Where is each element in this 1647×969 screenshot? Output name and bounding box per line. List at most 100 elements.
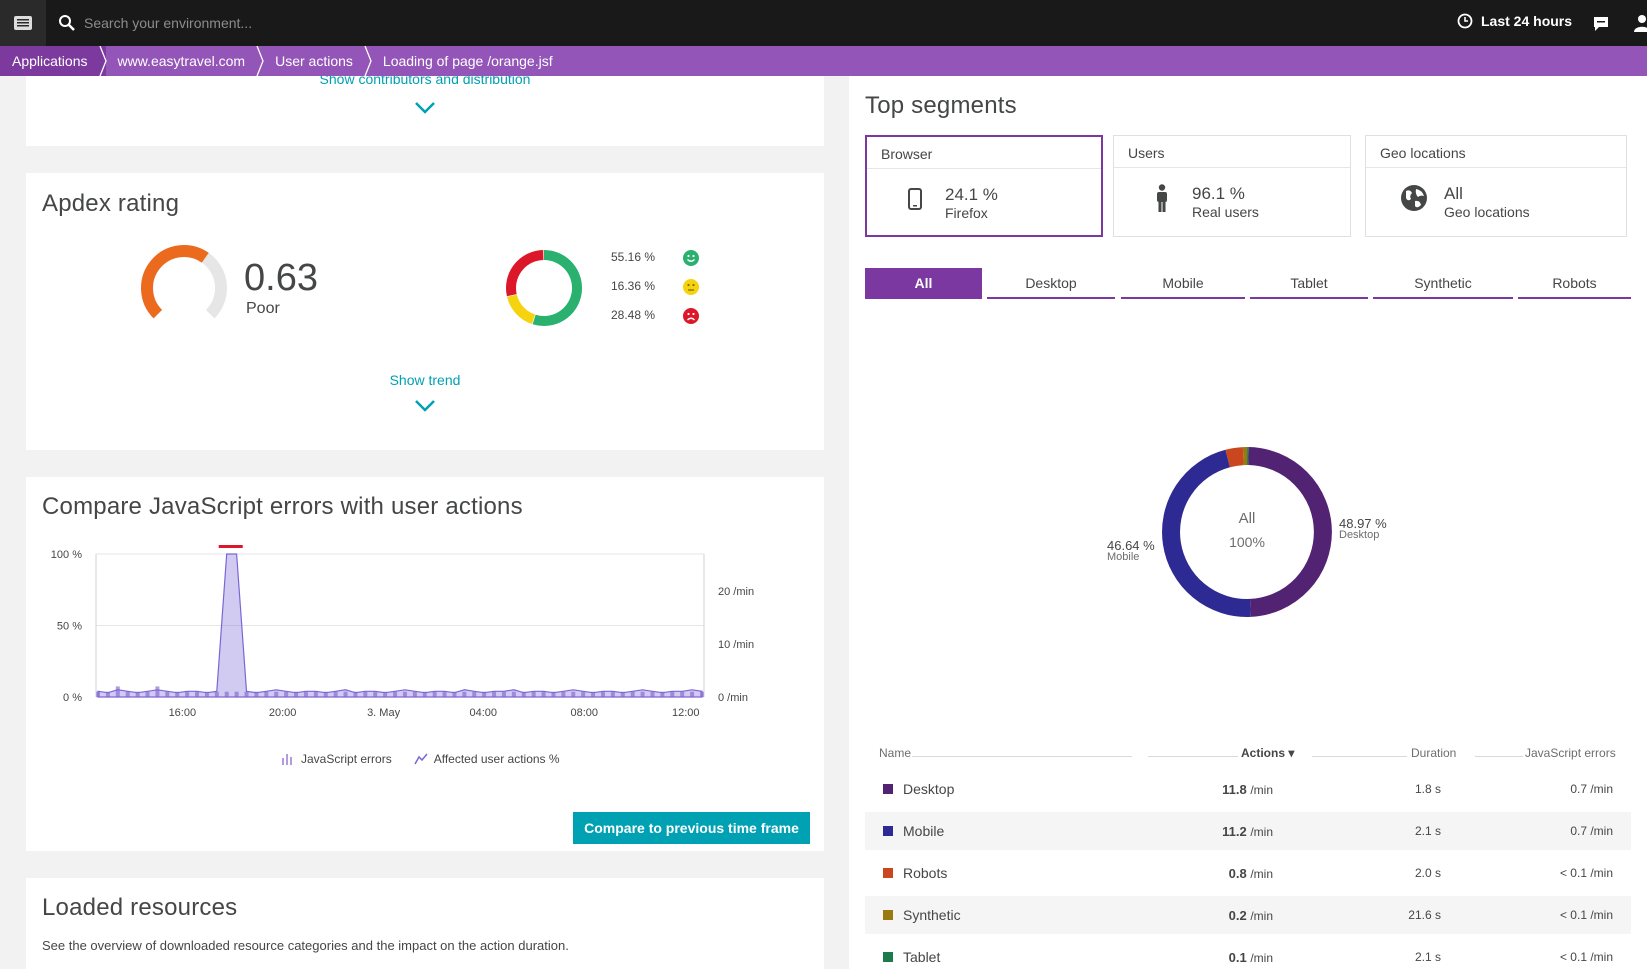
row-name: Robots [903,865,948,881]
menu-button[interactable] [0,0,46,46]
table-row-robots[interactable]: Robots 0.8 /min 2.0 s < 0.1 /min [865,854,1631,892]
breadcrumb: Applications www.easytravel.com User act… [0,46,1647,76]
column-header-actions[interactable]: Actions ▾ [1241,746,1295,760]
chevron-down-icon[interactable] [414,399,436,413]
js-error-bar [412,691,417,697]
js-error-bar [660,691,665,697]
top-navigation-bar: Last 24 hours [0,0,1647,46]
js-error-bar [373,691,378,697]
tab-mobile[interactable]: Mobile [1121,268,1245,299]
js-error-bar [254,691,259,697]
resources-description: See the overview of downloaded resource … [42,938,569,953]
actions-value: 0.8 [1228,866,1247,881]
js-error-bar [343,691,348,697]
apdex-slice-frustrated[interactable] [506,250,544,297]
breadcrumb-applications[interactable]: Applications [0,46,107,76]
apdex-slice-satisfied[interactable] [532,250,583,326]
area-chart-icon [414,753,428,765]
y-right-tick-label: 0 /min [718,692,748,704]
compare-button[interactable]: Compare to previous time frame [573,812,810,844]
tab-synthetic[interactable]: Synthetic [1373,268,1513,299]
donut-slice-desktop[interactable] [1248,447,1332,617]
tab-all[interactable]: All [865,268,982,299]
x-tick-label: 12:00 [672,707,700,719]
table-row-synthetic[interactable]: Synthetic 0.2 /min 21.6 s < 0.1 /min [865,896,1631,934]
js-error-bar [244,691,249,697]
user-icon[interactable] [1632,14,1647,32]
js-error-bar [630,691,635,697]
segment-card-value: 24.1 % [945,185,998,204]
event-marker[interactable] [218,545,243,548]
tab-desktop[interactable]: Desktop [987,268,1115,299]
js-error-bar [234,691,239,697]
search-input[interactable] [84,11,684,35]
js-error-bar [561,691,566,697]
affected-actions-area[interactable] [97,553,703,698]
segment-card-subtitle: Firefox [945,205,988,221]
breadcrumb-application[interactable]: www.easytravel.com [106,46,264,76]
color-swatch [883,868,893,878]
actions-unit: /min [1250,909,1273,923]
color-swatch [883,952,893,962]
legend-item-affected-actions[interactable]: Affected user actions % [414,752,560,766]
row-actions: 11.2 /min [1222,824,1273,839]
js-error-bar [511,691,516,697]
js-error-bar [214,691,219,697]
row-actions: 0.8 /min [1229,866,1273,881]
segment-card-geo[interactable]: Geo locations All Geo locations [1365,135,1627,237]
js-error-bar [650,691,655,697]
y-right-tick-label: 10 /min [718,639,754,651]
segment-card-header: Browser [867,137,1101,169]
js-error-bar [313,691,318,697]
y-right-tick-label: 20 /min [718,586,754,598]
row-name: Synthetic [903,907,961,923]
timeframe-selector[interactable]: Last 24 hours [1457,13,1572,29]
apdex-rating: Poor [246,300,280,317]
js-errors-panel: Compare JavaScript errors with user acti… [26,477,824,851]
apdex-slice-tolerating[interactable] [507,294,536,325]
segment-card-users[interactable]: Users 96.1 % Real users [1113,135,1351,237]
js-error-bar [690,691,695,697]
show-trend-link[interactable]: Show trend [389,372,461,388]
column-header-js-errors[interactable]: JavaScript errors [1525,746,1616,760]
js-error-bar [393,691,398,697]
js-error-bar [432,691,437,697]
column-header-name[interactable]: Name [879,746,912,760]
column-header-duration[interactable]: Duration [1411,746,1457,760]
js-error-bar [135,691,140,697]
table-row-tablet[interactable]: Tablet 0.1 /min 2.1 s < 0.1 /min [865,938,1631,969]
chat-icon[interactable] [1592,15,1610,33]
breadcrumb-user-actions[interactable]: User actions [263,46,372,76]
table-row-mobile[interactable]: Mobile 11.2 /min 2.1 s 0.7 /min [865,812,1631,850]
donut-slice-robots[interactable] [1225,447,1244,468]
tab-tablet[interactable]: Tablet [1250,268,1368,299]
js-error-bar [452,691,457,697]
row-name: Desktop [903,781,955,797]
segment-card-subtitle: Real users [1192,204,1259,220]
legend-item-js-errors[interactable]: JavaScript errors [281,752,392,766]
x-tick-label: 08:00 [570,707,598,719]
chevron-down-icon[interactable] [414,101,436,115]
y-left-tick-label: 0 % [63,692,82,704]
js-error-bar [462,691,467,697]
js-error-bar [521,691,526,697]
donut-label-mobile-value: 46.64 % [1107,538,1155,553]
table-row-desktop[interactable]: Desktop 11.8 /min 1.8 s 0.7 /min [865,770,1631,808]
actions-value: 11.8 [1222,782,1247,797]
header-underline [1312,756,1407,757]
tab-robots[interactable]: Robots [1518,268,1631,299]
segment-card-header: Geo locations [1366,136,1626,168]
actions-value: 11.2 [1222,824,1247,839]
header-underline [1148,756,1238,757]
js-error-bar [303,691,308,697]
show-contributors-link[interactable]: Show contributors and distribution [319,76,531,87]
actions-unit: /min [1250,783,1273,797]
actions-unit: /min [1250,867,1273,881]
js-error-bar [284,691,289,697]
segment-card-browser[interactable]: Browser 24.1 % Firefox [865,135,1103,237]
row-name: Mobile [903,823,945,839]
donut-slice-mobile[interactable] [1162,449,1251,617]
color-swatch [883,910,893,920]
apdex-gauge-fill [141,245,209,319]
js-error-bar [422,691,427,697]
